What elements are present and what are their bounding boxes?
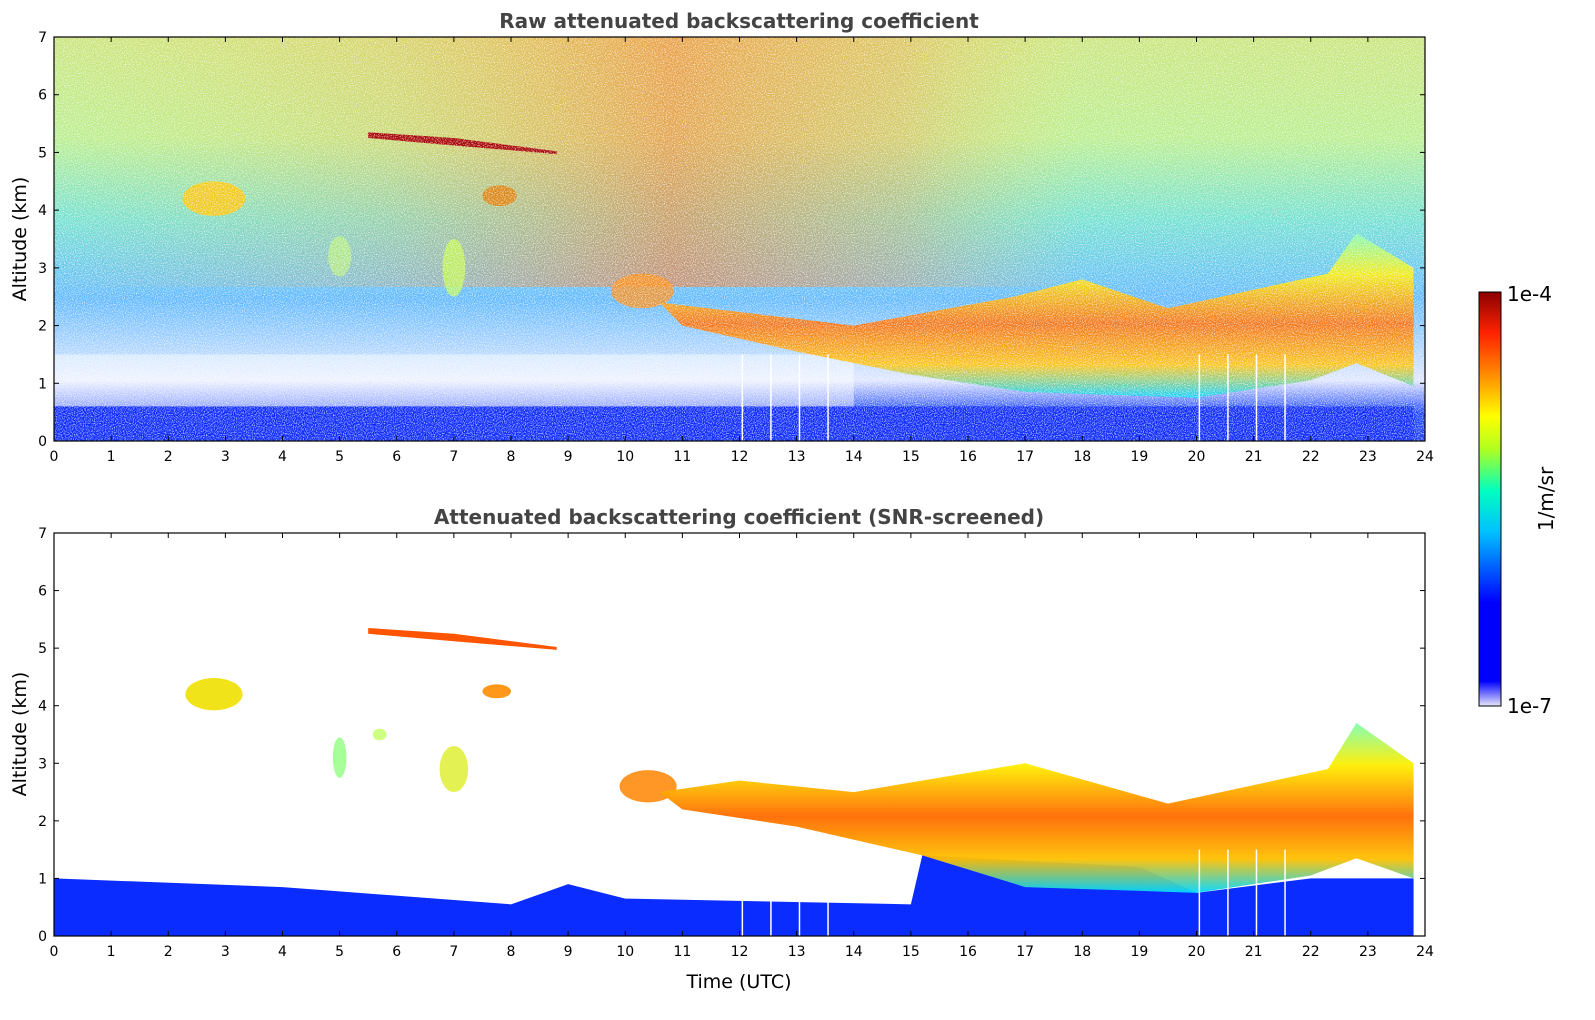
colorbar: 1e-4 1e-7 1/m/sr <box>1478 282 1558 718</box>
panel2-ylabel: Altitude (km) <box>9 672 31 797</box>
panel2-xtick-label: 6 <box>392 944 401 960</box>
panel2-xtick-label: 19 <box>1130 944 1148 960</box>
panel2-ytick-label: 1 <box>38 871 47 887</box>
panel1-noise <box>54 37 1425 441</box>
panel2-xtick-label: 17 <box>1016 944 1034 960</box>
panel1-xtick-label: 20 <box>1188 449 1206 465</box>
panel1-xtick-label: 11 <box>673 449 691 465</box>
panel2-title: Attenuated backscattering coefficient (S… <box>434 505 1044 529</box>
panel1-xtick-label: 6 <box>392 449 401 465</box>
panel2-ytick-label: 5 <box>38 641 47 657</box>
panel2-xtick-label: 23 <box>1359 944 1377 960</box>
panel1-xtick-label: 8 <box>507 449 516 465</box>
panel2-xtick-label: 1 <box>107 944 116 960</box>
panel1-xtick-label: 0 <box>50 449 59 465</box>
panel2-xtick-label: 11 <box>673 944 691 960</box>
panel2-aerosol-layer <box>659 722 1414 893</box>
panel1-xtick-label: 9 <box>564 449 573 465</box>
panel1-xtick-label: 7 <box>449 449 458 465</box>
panel2-xtick-label: 24 <box>1416 944 1434 960</box>
panel1-xtick-label: 15 <box>902 449 920 465</box>
panel1-ytick-label: 2 <box>38 319 47 335</box>
panel2-xtick-label: 10 <box>616 944 634 960</box>
panel1-xtick-label: 17 <box>1016 449 1034 465</box>
panel1-xtick-label: 10 <box>616 449 634 465</box>
colorbar-gradient <box>1478 291 1502 707</box>
panel1-xtick-label: 1 <box>107 449 116 465</box>
panel2-cloud-patch <box>619 770 677 803</box>
panel2-xtick-label: 5 <box>335 944 344 960</box>
panel2-xtick-label: 22 <box>1302 944 1320 960</box>
panel1-xtick-label: 19 <box>1130 449 1148 465</box>
panel2-ytick-label: 7 <box>38 526 47 542</box>
panel1-xtick-label: 22 <box>1302 449 1320 465</box>
panel2-xtick-label: 7 <box>449 944 458 960</box>
panel2-cloud-patch <box>185 678 243 711</box>
panel2-ytick-label: 6 <box>38 584 47 600</box>
colorbar-max-label: 1e-4 <box>1507 282 1552 306</box>
panel2-xtick-label: 0 <box>50 944 59 960</box>
panel1-ytick-label: 7 <box>38 30 47 46</box>
panel1-xtick-label: 24 <box>1416 449 1434 465</box>
panel2-xtick-label: 2 <box>164 944 173 960</box>
panel1-ytick-label: 6 <box>38 88 47 104</box>
panel1-ytick-label: 3 <box>38 261 47 277</box>
panel1-xtick-label: 2 <box>164 449 173 465</box>
panel2-xtick-label: 16 <box>959 944 977 960</box>
colorbar-unit-label: 1/m/sr <box>1534 466 1558 531</box>
panel1-xtick-label: 4 <box>278 449 287 465</box>
panel2-xtick-label: 21 <box>1245 944 1263 960</box>
panel2-xtick-label: 14 <box>845 944 863 960</box>
panel1-ytick-label: 0 <box>38 434 47 450</box>
panel2-cloud-patch <box>332 737 347 778</box>
panel1-xtick-label: 23 <box>1359 449 1377 465</box>
panel1-xtick-label: 21 <box>1245 449 1263 465</box>
panel1-xtick-label: 16 <box>959 449 977 465</box>
panel1-ylabel: Altitude (km) <box>9 177 31 302</box>
panel2-ytick-label: 2 <box>38 814 47 830</box>
panel1-xtick-label: 5 <box>335 449 344 465</box>
panel2-ytick-label: 4 <box>38 699 47 715</box>
panel2-cloud-patch <box>372 728 387 741</box>
panel2-xtick-label: 4 <box>278 944 287 960</box>
panel2-cloud-patch <box>439 745 469 793</box>
panel2-xtick-label: 9 <box>564 944 573 960</box>
panel2-xtick-label: 20 <box>1188 944 1206 960</box>
panel1-xtick-label: 13 <box>788 449 806 465</box>
panel1-xtick-label: 12 <box>731 449 749 465</box>
panel2-xtick-label: 18 <box>1073 944 1091 960</box>
panel1-plot-area <box>54 37 1425 441</box>
panel2-xtick-label: 12 <box>731 944 749 960</box>
panel2-xtick-label: 8 <box>507 944 516 960</box>
panel1-title: Raw attenuated backscattering coefficien… <box>499 9 979 33</box>
panel2-features <box>54 627 1414 936</box>
panel1-xtick-label: 14 <box>845 449 863 465</box>
panel1-xtick-label: 18 <box>1073 449 1091 465</box>
panel1-ytick-label: 1 <box>38 376 47 392</box>
panel2-xlabel: Time (UTC) <box>685 971 791 993</box>
panel2-xtick-label: 15 <box>902 944 920 960</box>
panel1-xtick-label: 3 <box>221 449 230 465</box>
panel2-xtick-label: 3 <box>221 944 230 960</box>
panel2-cloud-patch <box>482 684 511 699</box>
panel1-ytick-label: 5 <box>38 145 47 161</box>
panel2-ytick-label: 0 <box>38 929 47 945</box>
colorbar-min-label: 1e-7 <box>1507 694 1552 718</box>
panel2-ytick-label: 3 <box>38 756 47 772</box>
panel2-xtick-label: 13 <box>788 944 806 960</box>
panel1-ytick-label: 4 <box>38 203 47 219</box>
panel2-cirrus-line <box>368 627 557 650</box>
panel2-plot-area <box>54 533 1425 936</box>
